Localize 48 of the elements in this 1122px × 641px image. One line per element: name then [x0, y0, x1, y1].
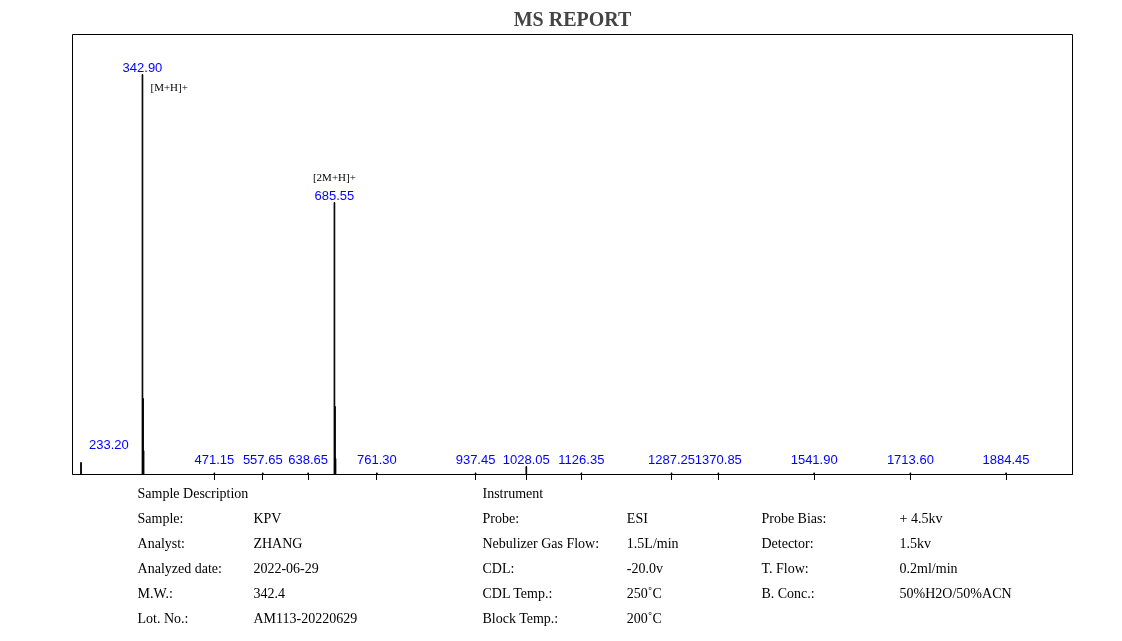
- text: Lot. No.:: [137, 610, 189, 626]
- annotation: 233.20: [89, 436, 129, 452]
- x-tick-label: 1028.05: [502, 451, 550, 467]
- x-tick-label: 1126.35: [558, 451, 605, 467]
- text: CDL:: [482, 560, 515, 576]
- x-tick-label: 937.45: [455, 451, 496, 467]
- text: KPV: [253, 510, 282, 526]
- text: 0.2ml/min: [899, 560, 958, 576]
- chart-title: MS REPORT: [513, 7, 632, 30]
- text: 1.5L/min: [626, 535, 679, 551]
- annotation: [2M+H]+: [312, 170, 356, 183]
- text: 342.4: [253, 586, 285, 601]
- text: ZHANG: [253, 535, 303, 551]
- x-tick-label: 1370.85: [694, 451, 742, 467]
- annotation: [M+H]+: [150, 80, 188, 93]
- text: B. Conc.:: [761, 585, 815, 601]
- text: Probe Bias:: [761, 510, 827, 526]
- text: Detector:: [761, 535, 814, 551]
- text: Analyst:: [137, 535, 186, 551]
- x-tick-label: 557.65: [242, 451, 283, 467]
- x-tick-label: 1713.60: [886, 451, 934, 467]
- text: 1.5kv: [899, 535, 932, 551]
- text: 2022-06-29: [253, 561, 319, 576]
- text: T. Flow:: [761, 560, 809, 576]
- text: Probe:: [482, 510, 520, 526]
- text: Nebulizer Gas Flow:: [482, 535, 600, 551]
- annotation: 685.55: [314, 187, 355, 203]
- text: M.W.:: [137, 585, 173, 601]
- x-tick-label: 638.65: [288, 451, 329, 467]
- x-tick-label: 471.15: [194, 451, 235, 467]
- text: AM113-20220629: [253, 610, 358, 626]
- text: Analyzed date:: [137, 560, 222, 576]
- text: + 4.5kv: [899, 510, 943, 526]
- text: Sample:: [137, 510, 184, 526]
- text: 50%H2O/50%ACN: [899, 585, 1012, 601]
- x-tick-label: 1287.25: [648, 451, 696, 467]
- text: CDL Temp.:: [482, 585, 553, 601]
- text: -20.0v: [626, 560, 664, 576]
- text: Sample Description: [137, 485, 249, 501]
- x-tick-label: 1541.90: [790, 451, 838, 467]
- text: ESI: [626, 510, 649, 526]
- text: 200˚C: [626, 610, 662, 626]
- x-tick-label: 761.30: [356, 451, 397, 467]
- text: 250˚C: [626, 585, 662, 601]
- text: Instrument: [482, 485, 544, 501]
- annotation: 342.90: [122, 59, 163, 75]
- text: Block Temp.:: [482, 610, 559, 626]
- x-tick-label: 1884.45: [982, 451, 1030, 467]
